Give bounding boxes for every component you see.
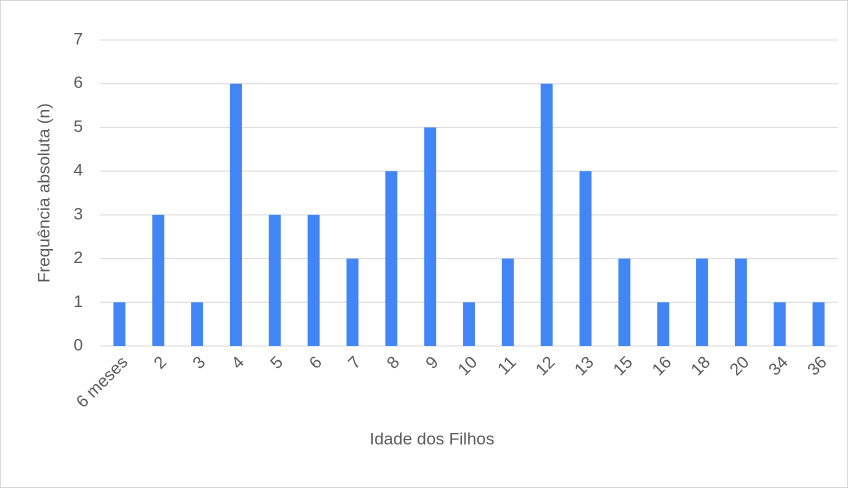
y-tick-label: 1 (74, 292, 83, 311)
bar (501, 258, 514, 346)
bar (734, 258, 747, 346)
bar (113, 302, 126, 346)
y-tick-label: 0 (74, 335, 83, 354)
bar (812, 302, 825, 346)
bar (268, 214, 281, 346)
y-axis-label: Frequência absoluta (n) (34, 103, 53, 283)
x-axis-label: Idade dos Filhos (370, 429, 495, 448)
y-tick-label: 7 (74, 29, 83, 48)
bar (540, 83, 553, 346)
bar (657, 302, 670, 346)
bar (229, 83, 242, 346)
bar (696, 258, 709, 346)
bar (618, 258, 631, 346)
bar (191, 302, 204, 346)
bar (463, 302, 475, 346)
bar (773, 302, 786, 346)
y-tick-label: 5 (74, 117, 83, 136)
bar (579, 171, 592, 346)
y-tick-label: 3 (74, 204, 83, 223)
bar (307, 214, 320, 346)
bar (424, 127, 437, 346)
y-tick-label: 2 (74, 248, 83, 267)
bar (152, 214, 165, 346)
y-tick-label: 4 (74, 161, 83, 180)
bar (346, 258, 359, 346)
y-tick-label: 6 (74, 73, 83, 92)
bar (385, 171, 398, 346)
